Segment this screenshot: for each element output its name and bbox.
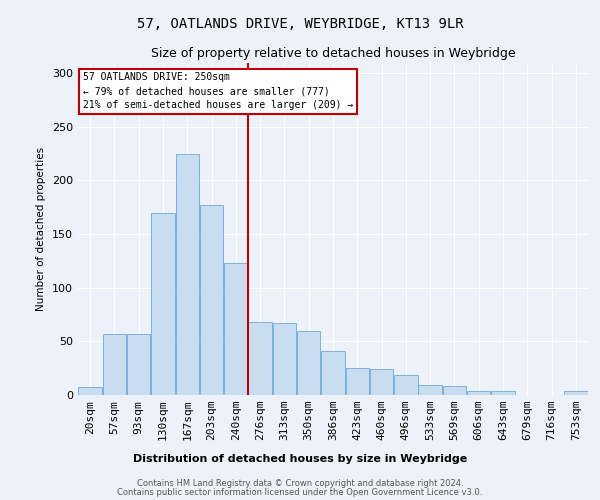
Bar xyxy=(564,390,587,395)
Text: Distribution of detached houses by size in Weybridge: Distribution of detached houses by size … xyxy=(133,454,467,464)
Bar xyxy=(103,334,126,395)
Title: Size of property relative to detached houses in Weybridge: Size of property relative to detached ho… xyxy=(151,47,515,60)
Text: Contains public sector information licensed under the Open Government Licence v3: Contains public sector information licen… xyxy=(118,488,482,497)
Bar xyxy=(467,390,490,395)
Bar xyxy=(491,390,515,395)
Text: Contains HM Land Registry data © Crown copyright and database right 2024.: Contains HM Land Registry data © Crown c… xyxy=(137,479,463,488)
Bar xyxy=(200,205,223,395)
Bar xyxy=(346,368,369,395)
Text: 57, OATLANDS DRIVE, WEYBRIDGE, KT13 9LR: 57, OATLANDS DRIVE, WEYBRIDGE, KT13 9LR xyxy=(137,18,463,32)
Bar xyxy=(418,386,442,395)
Bar xyxy=(151,212,175,395)
Bar xyxy=(370,370,394,395)
Bar xyxy=(394,374,418,395)
Y-axis label: Number of detached properties: Number of detached properties xyxy=(37,146,46,311)
Bar xyxy=(443,386,466,395)
Bar xyxy=(176,154,199,395)
Bar xyxy=(127,334,151,395)
Text: 57 OATLANDS DRIVE: 250sqm
← 79% of detached houses are smaller (777)
21% of semi: 57 OATLANDS DRIVE: 250sqm ← 79% of detac… xyxy=(83,72,353,110)
Bar xyxy=(248,322,272,395)
Bar xyxy=(321,351,345,395)
Bar xyxy=(272,323,296,395)
Bar xyxy=(79,388,102,395)
Bar xyxy=(224,263,248,395)
Bar xyxy=(297,330,320,395)
